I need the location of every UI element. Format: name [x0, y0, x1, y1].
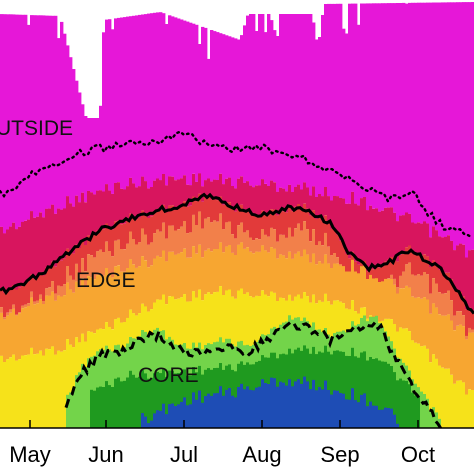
core-boundary-dashed — [64, 319, 443, 430]
outer-boundary-dotted — [0, 130, 474, 239]
edge-boundary-solid — [0, 192, 474, 315]
x-tick-label: Sep — [320, 442, 359, 467]
plot-area — [0, 2, 474, 428]
region-label-outside: UTSIDE — [0, 117, 73, 140]
x-tick-label: Oct — [401, 442, 435, 467]
boundary-lines — [0, 130, 474, 430]
x-axis: May Jun Jul Aug Sep Oct — [0, 420, 474, 474]
x-tick-label: Jul — [170, 442, 198, 467]
x-tick-label: Aug — [242, 442, 281, 467]
x-tick-label: Jun — [88, 442, 123, 467]
x-tick-label: May — [9, 442, 51, 467]
region-label-core: CORE — [138, 364, 199, 387]
region-labels: UTSIDE EDGE CORE — [0, 117, 199, 387]
region-label-edge: EDGE — [76, 269, 136, 292]
